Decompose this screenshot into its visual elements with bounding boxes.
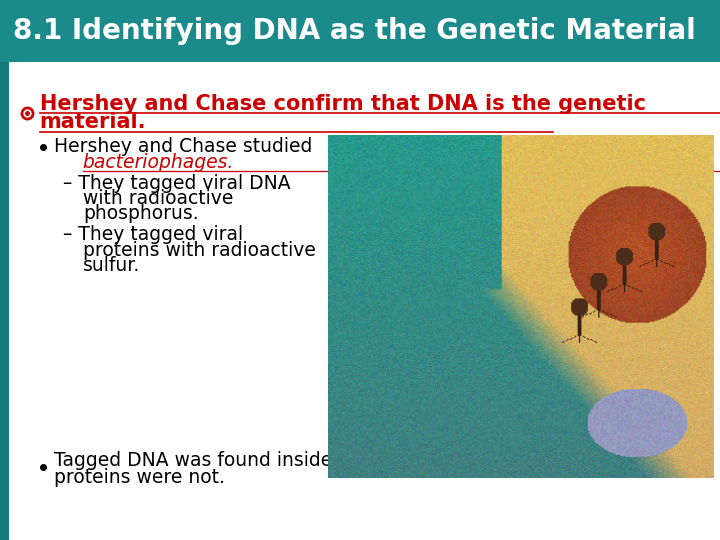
Text: sulfur.: sulfur. (83, 255, 140, 275)
Text: 8.1 Identifying DNA as the Genetic Material: 8.1 Identifying DNA as the Genetic Mater… (13, 17, 696, 45)
Text: bacteriophages.: bacteriophages. (83, 152, 234, 172)
Text: – They tagged viral: – They tagged viral (63, 225, 243, 245)
FancyBboxPatch shape (0, 0, 720, 62)
Text: phosphorus.: phosphorus. (83, 204, 199, 224)
FancyBboxPatch shape (0, 62, 9, 540)
Text: proteins were not.: proteins were not. (54, 468, 225, 487)
Text: with radioactive: with radioactive (83, 189, 233, 208)
Text: Hershey and Chase studied: Hershey and Chase studied (54, 137, 318, 157)
FancyBboxPatch shape (0, 62, 720, 540)
Text: – They tagged viral DNA: – They tagged viral DNA (63, 174, 291, 193)
Text: Tagged DNA was found inside the bacteria; tagged: Tagged DNA was found inside the bacteria… (54, 450, 531, 470)
Text: Hershey and Chase confirm that DNA is the genetic: Hershey and Chase confirm that DNA is th… (40, 93, 646, 114)
Text: proteins with radioactive: proteins with radioactive (83, 240, 315, 260)
Text: material.: material. (40, 112, 146, 132)
